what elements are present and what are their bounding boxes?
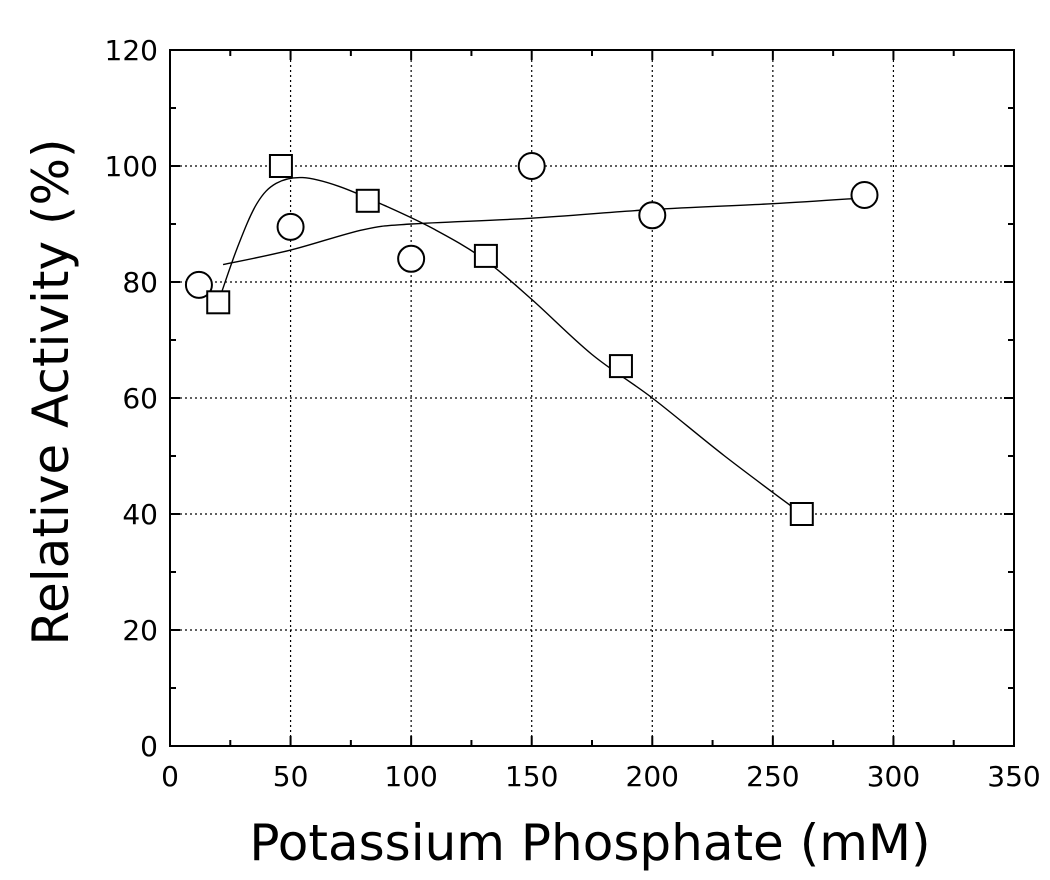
y-axis-title: Relative Activity (%) [22,139,80,646]
y-tick-label: 60 [122,382,158,415]
x-tick-label: 50 [273,760,309,793]
x-tick-labels: 0 50 100 150 200 250 300 350 [161,760,1041,793]
square-data-point [608,354,633,379]
square-series-fit-line [217,176,803,515]
x-tick-label: 100 [384,760,437,793]
fit-curves [217,176,865,515]
data-markers [184,152,879,526]
circle-data-point [638,201,667,230]
square-data-point [355,188,380,213]
square-data-point [206,290,231,315]
y-tick-label: 120 [105,34,158,67]
circle-data-point [184,270,213,299]
y-tick-label: 40 [122,498,158,531]
circle-data-point [397,244,426,273]
circle-data-point [276,212,305,241]
x-tick-label: 250 [746,760,799,793]
circle-data-point [850,181,879,209]
square-data-point [473,243,498,268]
grid-layer [170,50,1014,746]
square-data-point [268,154,293,178]
y-tick-label: 20 [122,614,158,647]
x-tick-label: 300 [867,760,920,793]
x-tick-label: 200 [626,760,679,793]
square-data-point [789,502,814,526]
x-axis-title: Potassium Phosphate (mM) [249,814,930,872]
y-tick-labels: 0 20 40 60 80 100 120 [105,34,158,763]
circle-data-point [517,152,546,180]
x-tick-label: 150 [505,760,558,793]
ticks [169,49,1015,747]
x-tick-label: 350 [987,760,1040,793]
y-tick-label: 100 [105,150,158,183]
y-tick-label: 0 [140,730,158,763]
y-tick-label: 80 [122,266,158,299]
circle-series-fit-line [222,197,865,266]
x-tick-label: 0 [161,760,179,793]
